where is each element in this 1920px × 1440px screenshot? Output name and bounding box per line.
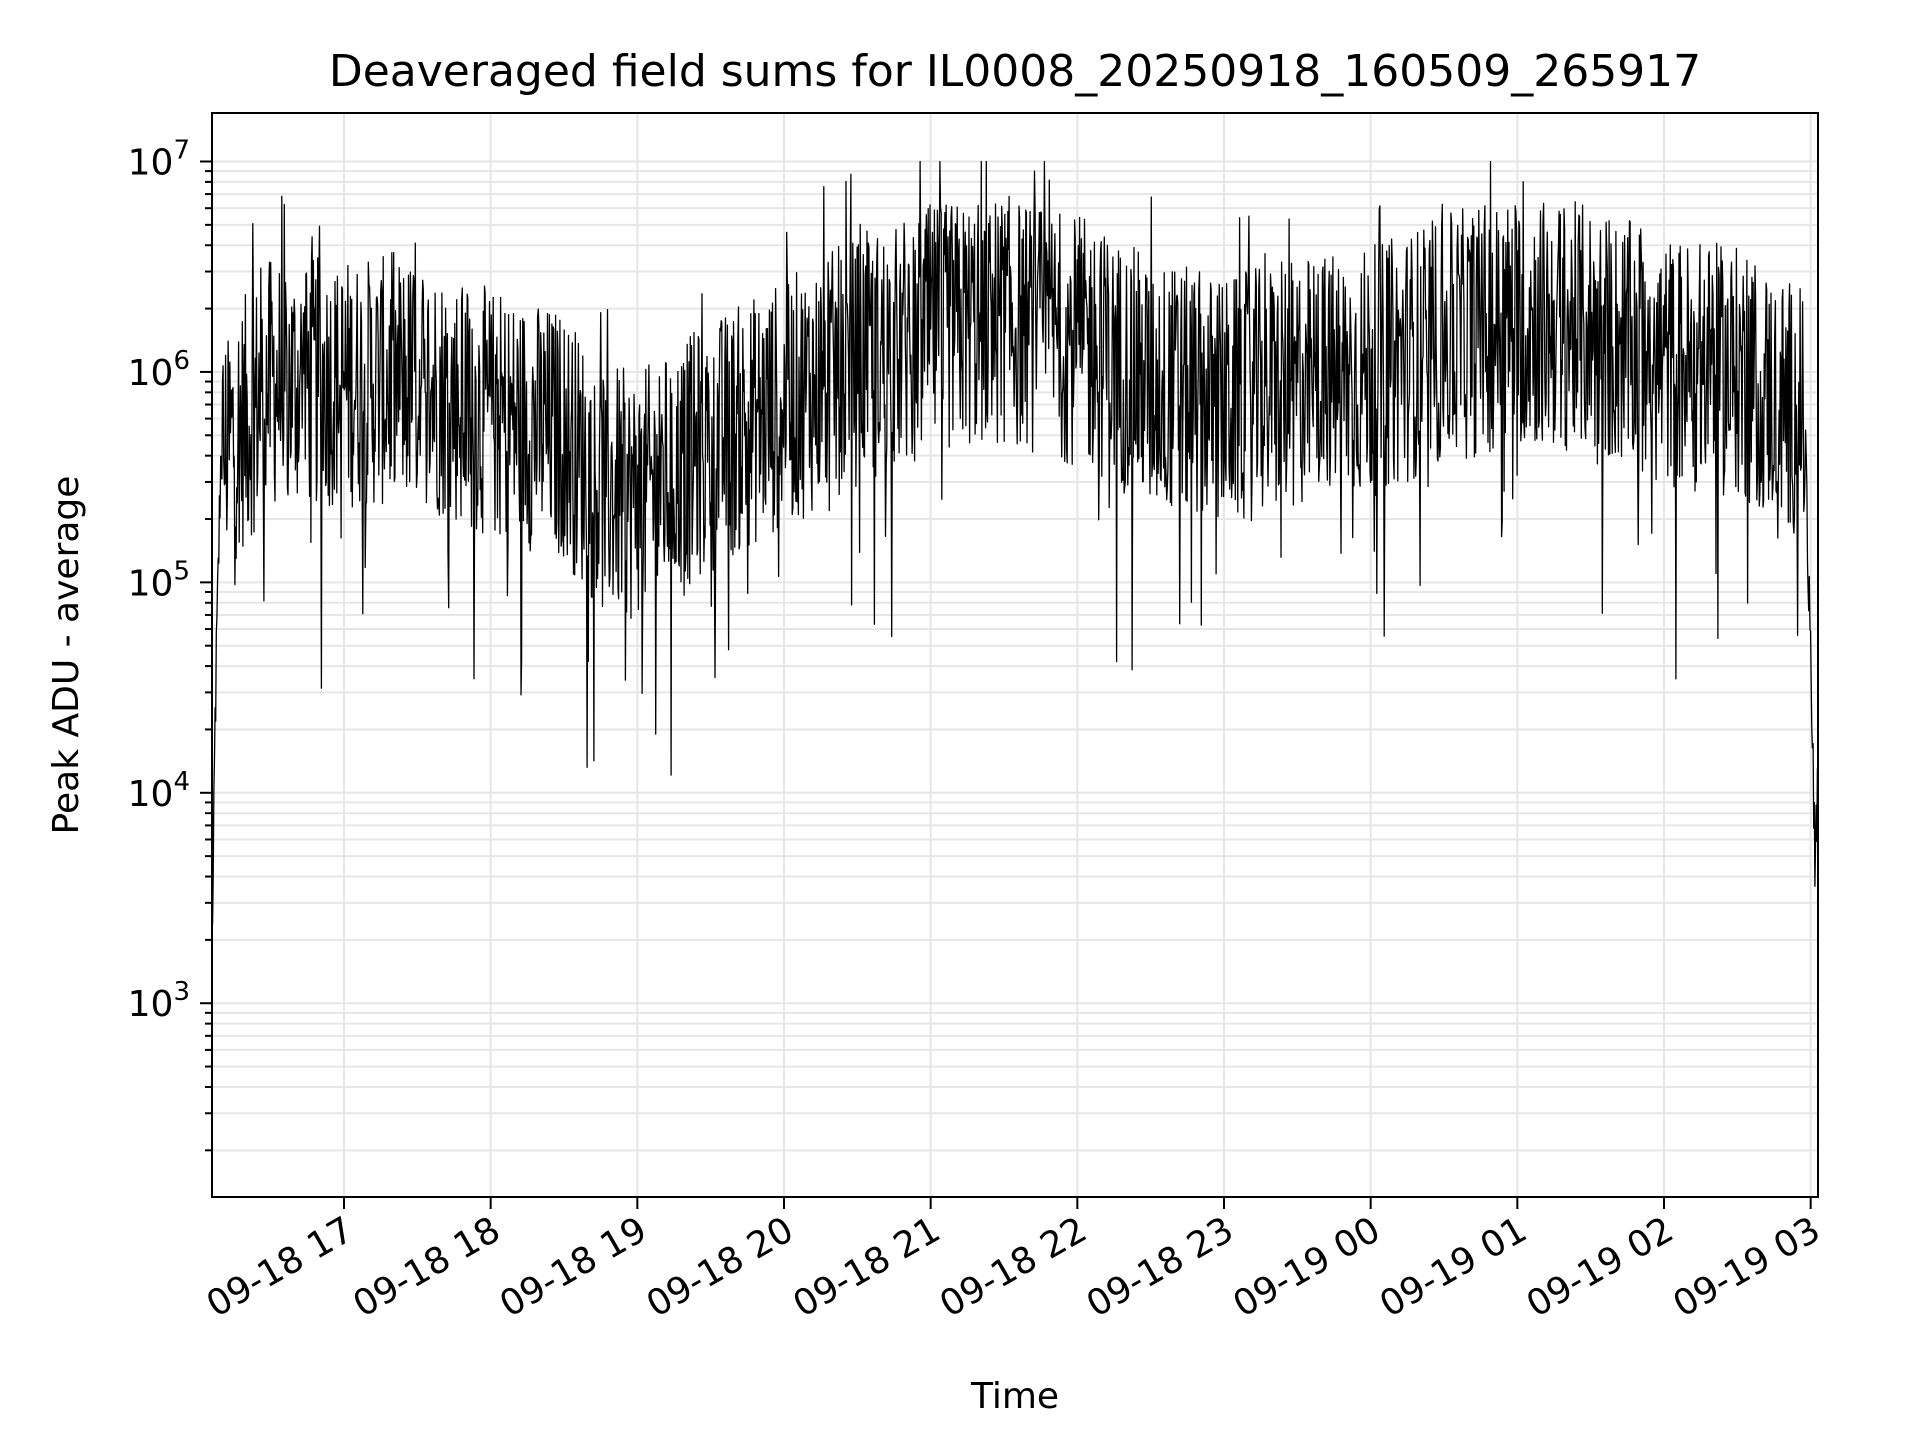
y-axis: 103 104 105 106 107 [128, 135, 212, 1152]
y-tick-label: 106 [128, 346, 190, 394]
y-tick-label: 103 [128, 977, 190, 1025]
y-tick-label: 107 [128, 135, 190, 183]
series-line [211, 160, 1819, 924]
plot-frame [211, 112, 1819, 1198]
y-tick-label: 104 [128, 767, 190, 815]
x-axis-label: Time [970, 1376, 1059, 1417]
y-axis-label: Peak ADU - average [46, 476, 87, 835]
chart-title: Deaveraged field sums for IL0008_2025091… [329, 46, 1701, 97]
y-tick-label: 105 [128, 556, 190, 604]
series-layer [211, 160, 1819, 924]
